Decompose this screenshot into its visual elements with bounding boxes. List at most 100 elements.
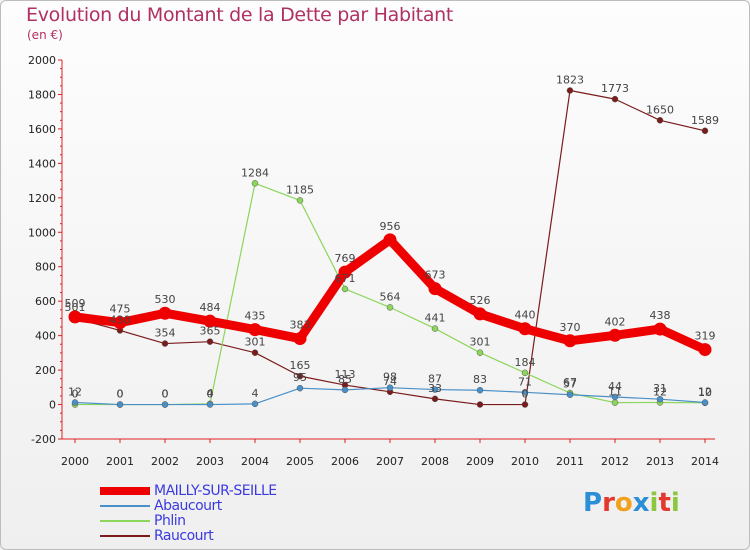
data-label: 11 bbox=[608, 386, 622, 399]
data-label: 0 bbox=[72, 388, 79, 401]
data-point bbox=[341, 386, 349, 394]
x-tick-label: 2012 bbox=[601, 455, 629, 468]
y-tick-label: 1400 bbox=[28, 157, 56, 170]
series-line bbox=[74, 89, 706, 406]
data-point bbox=[296, 384, 304, 392]
data-point bbox=[431, 386, 439, 393]
data-label: 12 bbox=[68, 385, 82, 398]
data-point bbox=[476, 401, 484, 408]
data-label: 165 bbox=[290, 359, 311, 372]
data-point bbox=[68, 310, 82, 324]
data-label: 402 bbox=[605, 315, 626, 328]
data-point bbox=[611, 95, 619, 103]
data-label: 438 bbox=[650, 309, 671, 322]
data-point bbox=[161, 340, 169, 347]
data-label: 441 bbox=[425, 312, 446, 325]
data-label: 4 bbox=[207, 387, 214, 400]
data-label: 564 bbox=[380, 290, 401, 303]
data-label: 184 bbox=[515, 356, 536, 369]
y-tick-label: 0 bbox=[49, 399, 56, 412]
legend-label: MAILLY-SUR-SEILLE bbox=[154, 483, 277, 499]
data-point bbox=[293, 332, 307, 346]
data-label: 31 bbox=[653, 382, 667, 395]
data-point bbox=[206, 401, 214, 408]
y-tick-label: 1600 bbox=[28, 123, 56, 136]
data-label: 671 bbox=[335, 272, 356, 285]
chart-title: Evolution du Montant de la Dette par Hab… bbox=[26, 4, 454, 26]
data-point bbox=[113, 316, 127, 330]
data-label: 301 bbox=[245, 336, 266, 349]
data-label: 1823 bbox=[556, 73, 584, 86]
data-label: 4 bbox=[252, 387, 259, 400]
data-point bbox=[251, 349, 259, 356]
x-tick-label: 2006 bbox=[331, 455, 359, 468]
data-label: 435 bbox=[245, 310, 266, 323]
y-tick-label: 600 bbox=[35, 295, 56, 308]
y-tick-label: 1800 bbox=[28, 88, 56, 101]
data-point bbox=[248, 323, 262, 337]
x-tick-label: 2008 bbox=[421, 455, 449, 468]
data-point bbox=[476, 386, 484, 394]
data-point bbox=[206, 338, 214, 345]
legend-label: Raucourt bbox=[154, 528, 214, 544]
data-point bbox=[701, 399, 709, 406]
data-label: 484 bbox=[200, 301, 221, 314]
data-point bbox=[656, 117, 664, 124]
data-label: 383 bbox=[290, 319, 311, 332]
data-label: 1284 bbox=[241, 166, 269, 179]
data-point bbox=[701, 127, 709, 135]
logo-letter: t bbox=[658, 488, 671, 518]
data-label: 430 bbox=[110, 313, 131, 326]
data-label: 1773 bbox=[601, 82, 629, 95]
logo-letter: i bbox=[649, 488, 659, 518]
data-point bbox=[383, 233, 397, 247]
data-label: 0 bbox=[162, 388, 169, 401]
x-tick-label: 2010 bbox=[511, 455, 539, 468]
data-point bbox=[611, 399, 619, 406]
data-point bbox=[116, 401, 124, 408]
data-point bbox=[338, 265, 352, 279]
x-tick-label: 2009 bbox=[466, 455, 494, 468]
legend-swatch bbox=[100, 505, 150, 507]
legend-swatch bbox=[100, 487, 150, 495]
data-label: 956 bbox=[380, 220, 401, 233]
data-label: 0 bbox=[117, 388, 124, 401]
data-point bbox=[476, 349, 484, 356]
proxiti-logo: Proxiti bbox=[583, 488, 680, 518]
data-label: 95 bbox=[293, 371, 307, 384]
data-label: 530 bbox=[155, 293, 176, 306]
data-label: 1650 bbox=[646, 103, 674, 116]
data-point bbox=[473, 307, 487, 321]
data-label: 365 bbox=[200, 325, 221, 338]
x-tick-label: 2007 bbox=[376, 455, 404, 468]
x-tick-label: 2014 bbox=[691, 455, 719, 468]
x-tick-label: 2005 bbox=[286, 455, 314, 468]
data-point bbox=[203, 314, 217, 328]
logo-letter: o bbox=[614, 488, 633, 518]
data-label: 10 bbox=[698, 386, 712, 399]
data-label: 440 bbox=[515, 309, 536, 322]
data-label: 1589 bbox=[691, 114, 719, 127]
data-point bbox=[521, 369, 529, 377]
data-label: 12 bbox=[653, 385, 667, 398]
data-point bbox=[566, 87, 574, 94]
data-point bbox=[653, 322, 667, 336]
logo-letter: x bbox=[632, 488, 650, 518]
data-label: 370 bbox=[560, 321, 581, 334]
chart-unit: (en €) bbox=[27, 28, 63, 42]
x-tick-label: 2003 bbox=[196, 455, 224, 468]
x-tick-label: 2001 bbox=[106, 455, 134, 468]
data-point bbox=[656, 395, 664, 403]
data-label: 0 bbox=[162, 388, 169, 401]
data-label: 354 bbox=[155, 327, 176, 340]
data-point bbox=[296, 372, 304, 380]
data-label: 33 bbox=[428, 382, 442, 395]
data-label: 301 bbox=[470, 336, 491, 349]
logo-letter: r bbox=[602, 488, 615, 518]
legend-swatch bbox=[100, 535, 150, 537]
data-label: 319 bbox=[695, 330, 716, 343]
data-label: 769 bbox=[335, 252, 356, 265]
data-label: 501 bbox=[65, 301, 86, 314]
